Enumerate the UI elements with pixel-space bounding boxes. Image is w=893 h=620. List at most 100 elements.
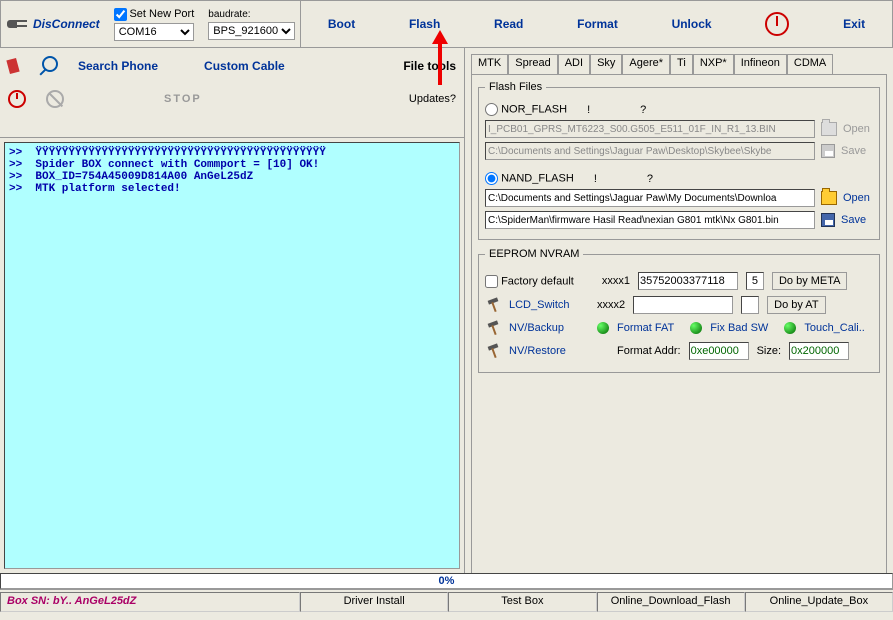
eeprom-nvram-group: EEPROM NVRAM Factory default xxxx1 Do by…: [478, 248, 880, 373]
custom-cable-button[interactable]: Custom Cable: [204, 59, 285, 73]
progress-bar: 0%: [0, 573, 893, 589]
format-addr-input[interactable]: [689, 342, 749, 360]
save-icon-disabled-1: [821, 144, 835, 158]
right-panel: MTK Spread ADI Sky Agere* Ti NXP* Infine…: [465, 48, 893, 573]
factory-default-checkbox[interactable]: [485, 275, 498, 288]
baudrate-label: baudrate:: [208, 9, 295, 20]
flash-files-group: Flash Files NOR_FLASH ! ? Open Save: [478, 81, 880, 240]
log-output: >> ŸŸŸŸŸŸŸŸŸŸŸŸŸŸŸŸŸŸŸŸŸŸŸŸŸŸŸŸŸŸŸŸŸŸŸŸŸ…: [4, 142, 460, 569]
nor-path1: [485, 120, 815, 138]
set-new-port-checkbox[interactable]: [114, 8, 127, 21]
power-icon[interactable]: [765, 12, 789, 36]
tab-ti[interactable]: Ti: [670, 54, 693, 74]
connection-panel: DisConnect Set New Port COM16 baudrate: …: [1, 1, 301, 47]
tab-infineon[interactable]: Infineon: [734, 54, 787, 74]
fix-bad-sw-button[interactable]: Fix Bad SW: [710, 322, 768, 334]
nv-backup-button[interactable]: NV/Backup: [509, 322, 589, 334]
search-phone-button[interactable]: Search Phone: [78, 59, 158, 73]
unlock-button[interactable]: Unlock: [672, 17, 712, 31]
open-icon-1[interactable]: [821, 191, 837, 205]
nvram-legend: EEPROM NVRAM: [485, 248, 583, 260]
nand-flash-label[interactable]: NAND_FLASH: [485, 172, 574, 185]
green-dot-2: [690, 322, 702, 334]
exit-button[interactable]: Exit: [843, 17, 865, 31]
read-button[interactable]: Read: [494, 17, 523, 31]
factory-default-text: Factory default: [501, 275, 574, 287]
xxxx2-input[interactable]: [633, 296, 733, 314]
test-box-link[interactable]: Test Box: [448, 592, 596, 612]
nor-flash-text: NOR_FLASH: [501, 103, 567, 115]
set-new-port-checkbox-label: Set New Port: [114, 8, 195, 21]
format-addr-label: Format Addr:: [617, 345, 681, 357]
baudrate-select[interactable]: BPS_921600: [208, 22, 295, 40]
search-icon: [38, 56, 58, 76]
xxxx1-input[interactable]: [638, 272, 738, 290]
factory-default-label[interactable]: Factory default: [485, 275, 574, 288]
nand-flash-text: NAND_FLASH: [501, 172, 574, 184]
xxxx1-count[interactable]: [746, 272, 764, 290]
main-actions: Boot Flash Read Format Unlock Exit: [301, 12, 892, 36]
open-btn-disabled-1: Open: [843, 123, 870, 135]
hammer-icon-restore: [485, 343, 501, 359]
file-tools-button[interactable]: File tools: [403, 59, 456, 73]
online-download-flash-link[interactable]: Online_Download_Flash: [597, 592, 745, 612]
driver-install-link[interactable]: Driver Install: [300, 592, 448, 612]
left-panel: Search Phone Custom Cable File tools STO…: [0, 48, 465, 573]
stop-icon[interactable]: [46, 90, 64, 108]
nand-q[interactable]: ?: [647, 173, 653, 185]
updates-link[interactable]: Updates?: [409, 93, 456, 105]
disconnect-button[interactable]: DisConnect: [33, 17, 100, 31]
nand-excl[interactable]: !: [594, 173, 597, 185]
nv-restore-button[interactable]: NV/Restore: [509, 345, 589, 357]
green-dot-3: [784, 322, 796, 334]
nor-path2: [485, 142, 815, 160]
nand-path2[interactable]: [485, 211, 815, 229]
boot-button[interactable]: Boot: [328, 17, 355, 31]
stop-label: STOP: [164, 93, 202, 105]
green-dot-1: [597, 322, 609, 334]
plug-icon: [7, 16, 29, 32]
tab-sky[interactable]: Sky: [590, 54, 622, 74]
top-toolbar: DisConnect Set New Port COM16 baudrate: …: [0, 0, 893, 48]
do-by-at-button[interactable]: Do by AT: [767, 296, 825, 314]
nand-path1[interactable]: [485, 189, 815, 207]
tab-mtk[interactable]: MTK: [471, 54, 508, 74]
save-btn-disabled-1: Save: [841, 145, 866, 157]
nor-q[interactable]: ?: [640, 104, 646, 116]
open-icon-disabled-1: [821, 122, 837, 136]
size-input[interactable]: [789, 342, 849, 360]
format-button[interactable]: Format: [577, 17, 618, 31]
status-bar: Box SN: bY.. AnGeL25dZ Driver Install Te…: [0, 589, 893, 613]
size-label: Size:: [757, 345, 781, 357]
tab-agere[interactable]: Agere*: [622, 54, 670, 74]
tab-content: Flash Files NOR_FLASH ! ? Open Save: [471, 74, 887, 573]
box-sn: Box SN: bY.. AnGeL25dZ: [0, 592, 300, 612]
nor-flash-radio[interactable]: [485, 103, 498, 116]
xxxx2-count[interactable]: [741, 296, 759, 314]
online-update-box-link[interactable]: Online_Update_Box: [745, 592, 893, 612]
nand-flash-radio[interactable]: [485, 172, 498, 185]
set-new-port-text: Set New Port: [129, 8, 194, 20]
nor-excl[interactable]: !: [587, 104, 590, 116]
flash-files-legend: Flash Files: [485, 81, 546, 93]
open-btn-1[interactable]: Open: [843, 192, 870, 204]
tag-icon: [6, 58, 19, 74]
flash-button[interactable]: Flash: [409, 17, 440, 31]
do-by-meta-button[interactable]: Do by META: [772, 272, 848, 290]
port-select[interactable]: COM16: [114, 23, 195, 41]
nor-flash-label[interactable]: NOR_FLASH: [485, 103, 567, 116]
left-tools: Search Phone Custom Cable File tools STO…: [0, 48, 464, 138]
save-btn-1[interactable]: Save: [841, 214, 866, 226]
power-small-icon[interactable]: [8, 90, 26, 108]
tab-spread[interactable]: Spread: [508, 54, 557, 74]
tab-cdma[interactable]: CDMA: [787, 54, 833, 74]
save-icon-1[interactable]: [821, 213, 835, 227]
tab-nxp[interactable]: NXP*: [693, 54, 734, 74]
format-fat-button[interactable]: Format FAT: [617, 322, 674, 334]
touch-cali-button[interactable]: Touch_Cali..: [804, 322, 865, 334]
xxxx2-label: xxxx2: [597, 299, 625, 311]
xxxx1-label: xxxx1: [602, 275, 630, 287]
lcd-switch-button[interactable]: LCD_Switch: [509, 299, 589, 311]
hammer-icon-lcd: [485, 297, 501, 313]
tab-adi[interactable]: ADI: [558, 54, 590, 74]
